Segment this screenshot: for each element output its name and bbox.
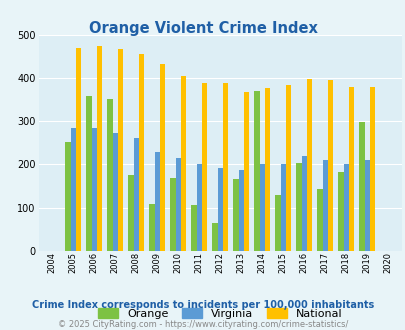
Bar <box>149 204 154 251</box>
Bar <box>201 83 207 251</box>
Bar <box>128 175 133 251</box>
Legend: Orange, Virginia, National: Orange, Virginia, National <box>94 304 345 324</box>
Bar <box>233 180 238 251</box>
Bar <box>139 54 144 251</box>
Bar <box>296 163 301 251</box>
Bar <box>112 133 117 251</box>
Bar <box>70 128 76 251</box>
Bar <box>338 172 343 251</box>
Bar <box>285 85 290 251</box>
Bar <box>212 223 217 251</box>
Bar <box>107 99 112 251</box>
Bar <box>222 83 228 251</box>
Bar <box>306 79 311 251</box>
Bar <box>196 164 201 251</box>
Bar <box>254 91 259 251</box>
Bar <box>175 158 180 251</box>
Bar <box>243 92 249 251</box>
Bar <box>301 156 306 251</box>
Bar <box>117 49 123 251</box>
Bar <box>65 142 70 251</box>
Text: Crime Index corresponds to incidents per 100,000 inhabitants: Crime Index corresponds to incidents per… <box>32 300 373 310</box>
Bar <box>76 48 81 251</box>
Bar <box>217 168 222 251</box>
Bar <box>322 160 327 251</box>
Bar <box>317 189 322 251</box>
Bar <box>191 205 196 251</box>
Bar <box>275 195 280 251</box>
Bar <box>86 96 92 251</box>
Bar <box>97 46 102 251</box>
Bar <box>160 64 165 251</box>
Text: Orange Violent Crime Index: Orange Violent Crime Index <box>88 21 317 36</box>
Bar <box>259 164 264 251</box>
Bar <box>369 87 374 251</box>
Bar <box>343 164 348 251</box>
Bar <box>364 160 369 251</box>
Bar <box>154 152 160 251</box>
Bar <box>327 81 333 251</box>
Bar <box>264 88 269 251</box>
Text: © 2025 CityRating.com - https://www.cityrating.com/crime-statistics/: © 2025 CityRating.com - https://www.city… <box>58 319 347 329</box>
Bar <box>358 122 364 251</box>
Bar <box>238 170 243 251</box>
Bar <box>348 87 353 251</box>
Bar <box>280 164 285 251</box>
Bar <box>133 138 139 251</box>
Bar <box>170 178 175 251</box>
Bar <box>92 128 97 251</box>
Bar <box>180 76 185 251</box>
